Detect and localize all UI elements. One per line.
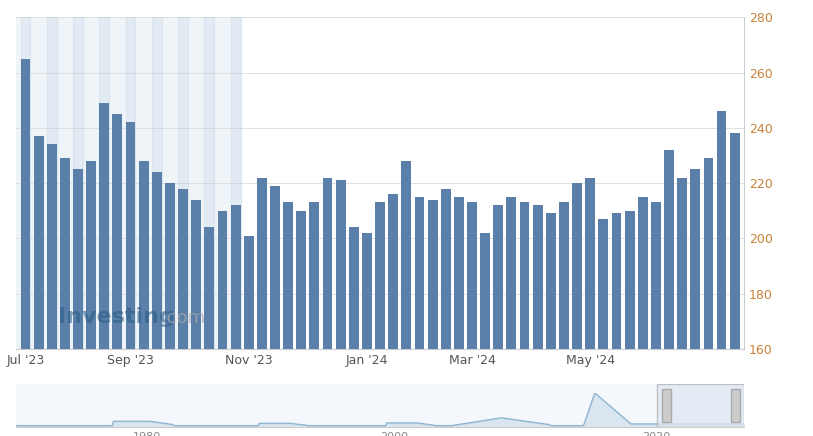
Bar [657, 384, 744, 427]
Bar [99, 17, 109, 349]
Bar [47, 17, 57, 349]
Bar [20, 17, 30, 349]
Bar [47, 144, 57, 436]
Bar [428, 200, 437, 436]
Bar [73, 17, 83, 349]
Bar [178, 189, 188, 436]
Bar [204, 227, 215, 436]
Bar [624, 211, 635, 436]
Bar [349, 227, 359, 436]
Bar [638, 197, 648, 436]
Bar [716, 111, 727, 436]
Bar [112, 114, 122, 436]
Bar [611, 214, 621, 436]
Bar [218, 211, 228, 436]
Bar [559, 202, 569, 436]
Text: .com: .com [161, 309, 205, 327]
Bar [60, 158, 70, 436]
Bar [231, 205, 241, 436]
Bar [16, 17, 242, 349]
Bar [663, 389, 672, 422]
Bar [20, 59, 30, 436]
Bar [585, 177, 595, 436]
Bar [310, 202, 320, 436]
Bar [191, 200, 201, 436]
Bar [231, 17, 241, 349]
Bar [690, 169, 700, 436]
Bar [125, 17, 136, 349]
Bar [730, 133, 740, 436]
Bar [480, 233, 490, 436]
Bar [362, 233, 372, 436]
Bar [506, 197, 516, 436]
Bar [125, 123, 136, 436]
Bar [139, 161, 149, 436]
Bar [493, 205, 503, 436]
Bar [165, 183, 175, 436]
Bar [441, 189, 450, 436]
Bar [270, 186, 280, 436]
Bar [533, 205, 542, 436]
Bar [677, 177, 687, 436]
Bar [283, 202, 293, 436]
Bar [323, 177, 333, 436]
Bar [598, 219, 608, 436]
Bar [467, 202, 477, 436]
Bar [651, 202, 661, 436]
Text: Investing: Investing [59, 307, 175, 327]
Bar [731, 389, 740, 422]
Bar [73, 169, 83, 436]
Bar [204, 17, 215, 349]
Bar [572, 183, 582, 436]
Bar [297, 211, 307, 436]
Bar [86, 161, 96, 436]
Bar [703, 158, 713, 436]
Bar [178, 17, 188, 349]
Bar [99, 103, 109, 436]
Bar [389, 194, 398, 436]
Bar [244, 235, 254, 436]
Bar [152, 172, 162, 436]
Bar [520, 202, 529, 436]
Bar [415, 197, 424, 436]
Bar [33, 136, 44, 436]
Bar [336, 181, 346, 436]
Bar [257, 177, 267, 436]
Bar [152, 17, 162, 349]
Bar [664, 150, 674, 436]
Bar [375, 202, 385, 436]
Bar [454, 197, 463, 436]
Bar [546, 214, 556, 436]
Bar [402, 161, 411, 436]
